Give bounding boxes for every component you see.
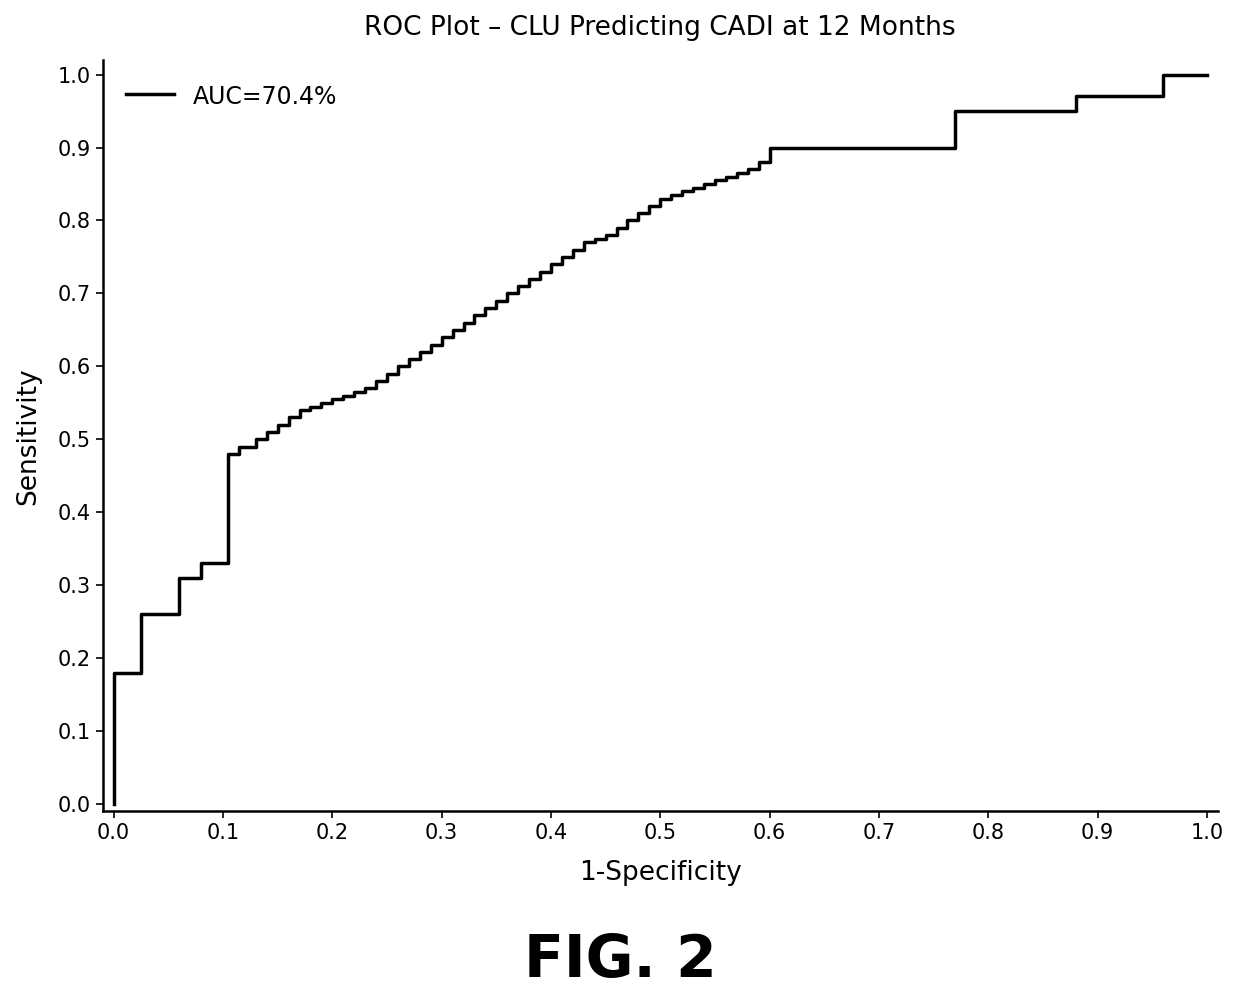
Y-axis label: Sensitivity: Sensitivity — [15, 367, 41, 505]
Text: FIG. 2: FIG. 2 — [523, 933, 717, 989]
Legend: AUC=70.4%: AUC=70.4% — [114, 72, 348, 120]
X-axis label: 1-Specificity: 1-Specificity — [579, 860, 742, 886]
Title: ROC Plot – CLU Predicting CADI at 12 Months: ROC Plot – CLU Predicting CADI at 12 Mon… — [365, 15, 956, 41]
